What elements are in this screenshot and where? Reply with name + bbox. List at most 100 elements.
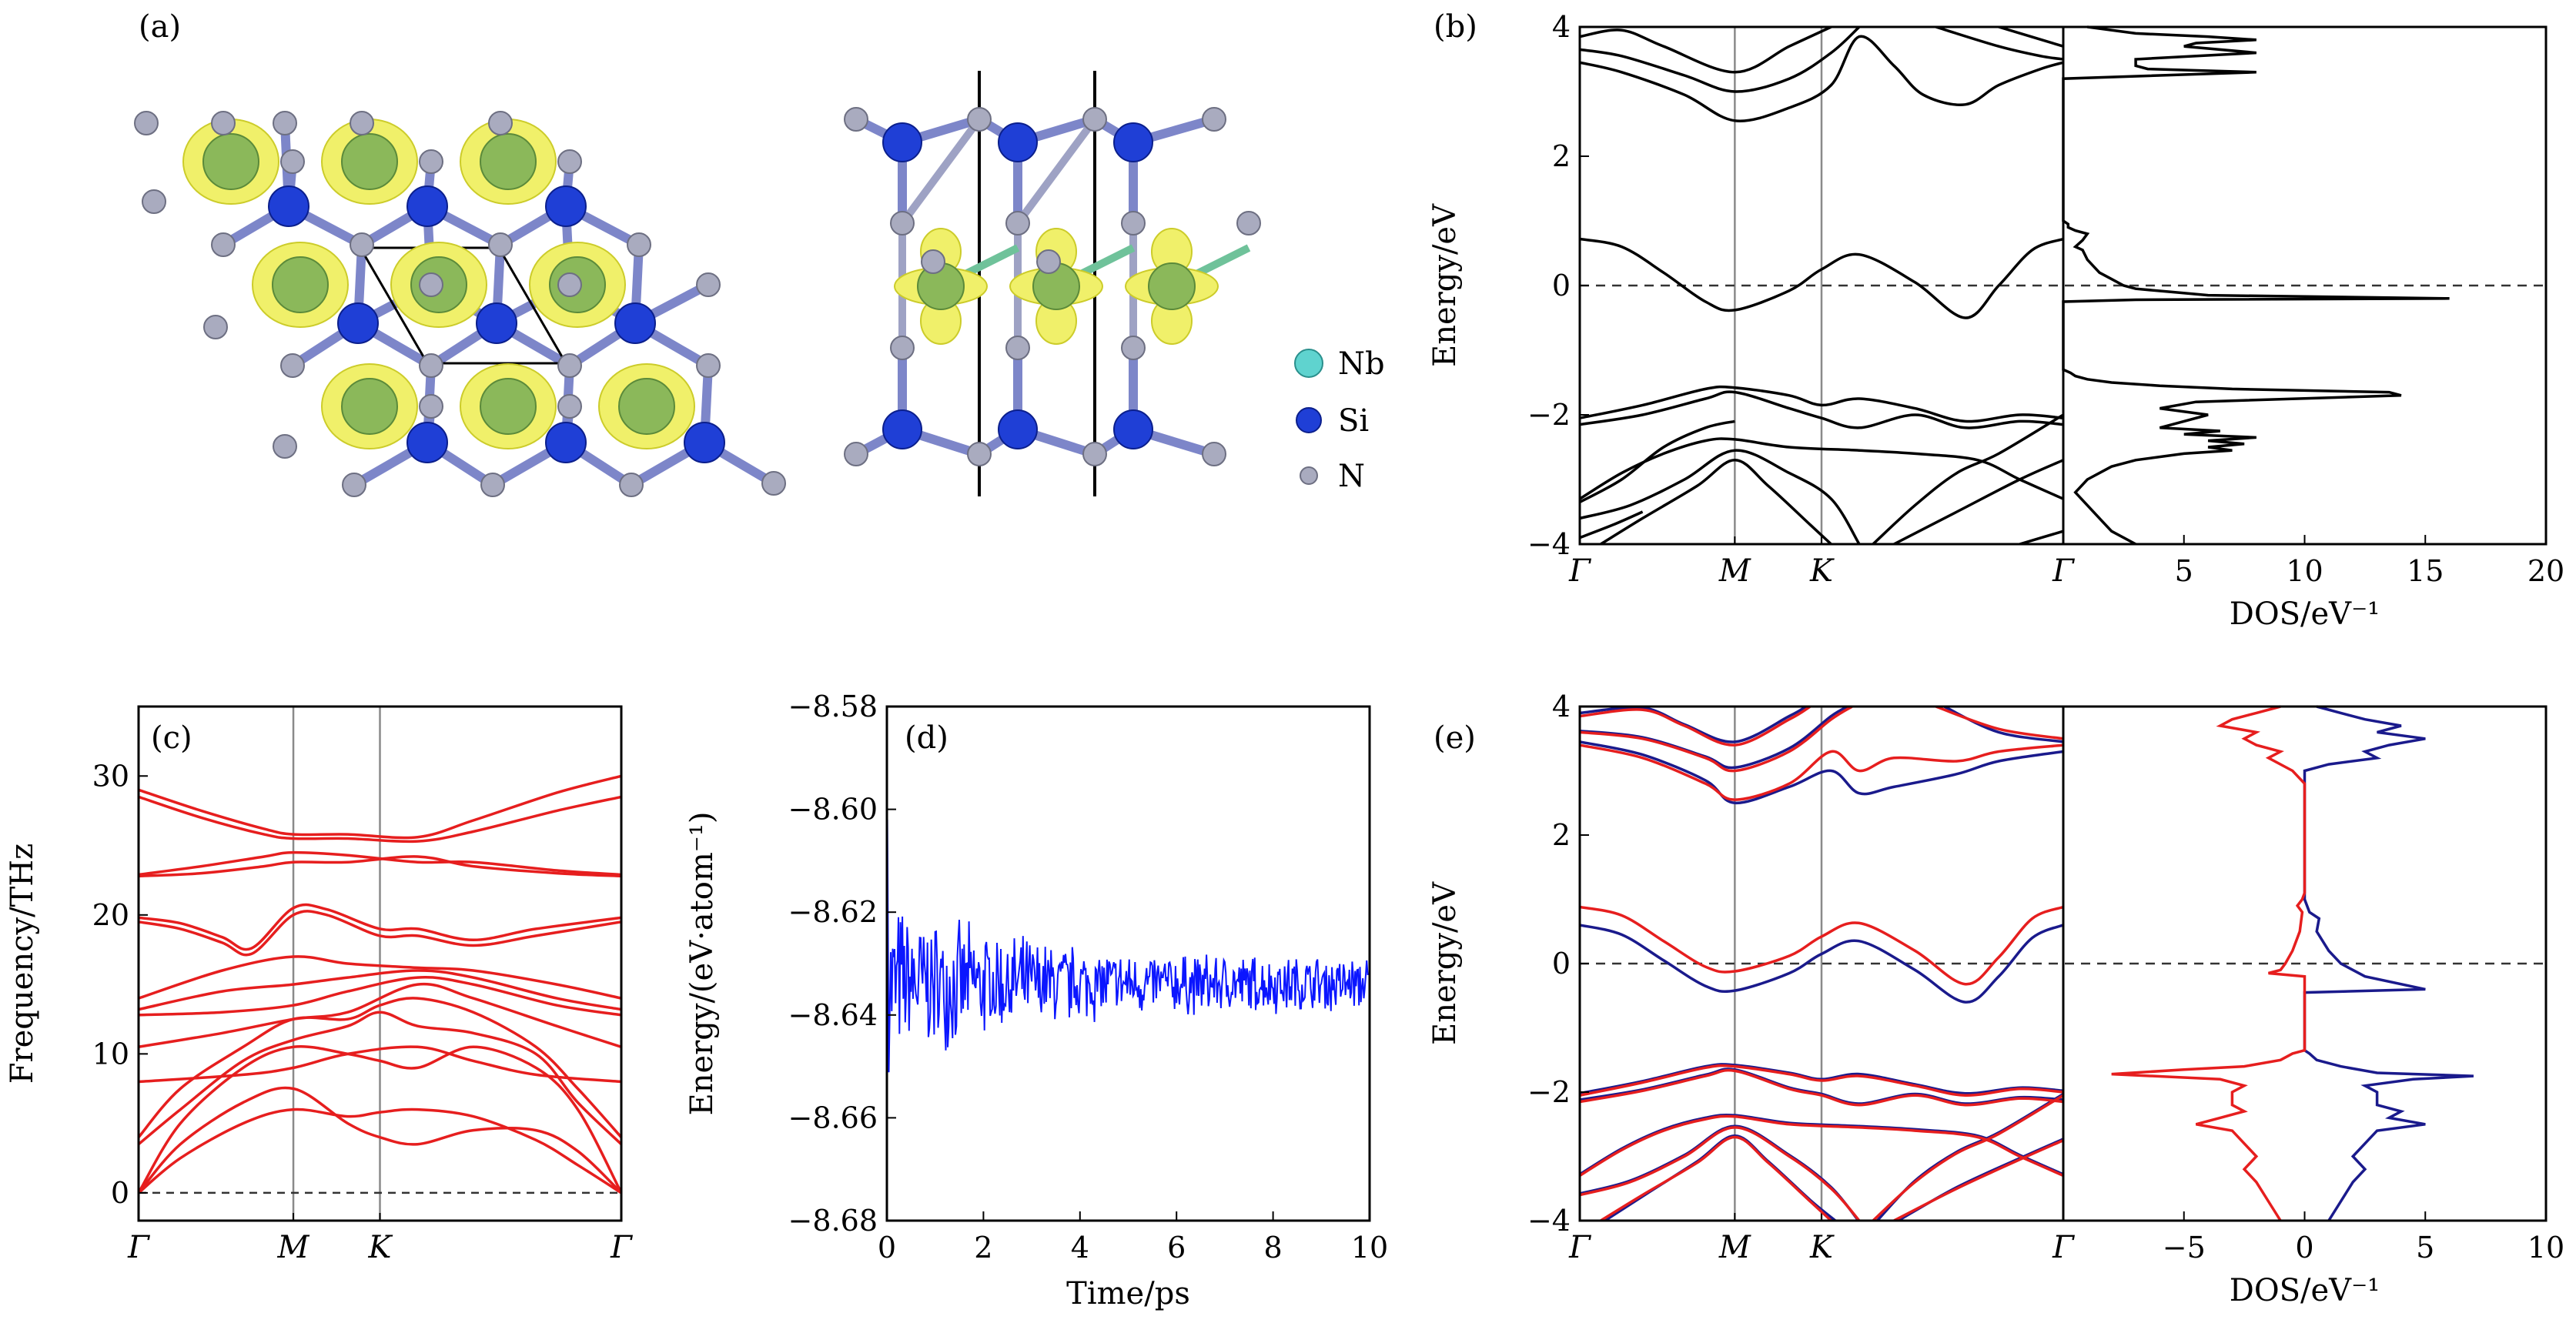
band-spin-up-5 [1580, 1064, 2064, 1097]
band-8 [1580, 437, 2064, 500]
legend-item-n: N [1300, 459, 1365, 494]
phonon-branch-4 [137, 997, 623, 1138]
panel-c-phonon: Γ M K Γ 0 10 20 30 Frequency/THz (c) [5, 705, 633, 1265]
side-n-atom-5 [1005, 211, 1030, 236]
band-13 [1893, 459, 2064, 544]
y-tick-label-3: 2 [1552, 818, 1571, 852]
phonon-y-axis-label: Frequency/THz [5, 844, 40, 1084]
kpoint-label-M: M [1718, 553, 1751, 589]
panel-c-phonon-dispersion: Γ M K Γ 0 10 20 30 Frequency/THz [5, 705, 633, 1265]
md-x-tick-label-5: 10 [1351, 1231, 1388, 1265]
md-x-tick-label-4: 8 [1264, 1231, 1283, 1265]
dos-spin-up-curve [2111, 705, 2307, 1221]
md-x-tick-label-2: 4 [1071, 1231, 1089, 1265]
si-atom-8 [684, 422, 725, 463]
band-spin-down-4 [1943, 707, 2064, 743]
kpoint-label-K: K [1809, 1230, 1835, 1265]
n-atom-18 [273, 434, 297, 459]
n-atom-14 [280, 353, 305, 378]
y-tick-label-0: −4 [1527, 1204, 1571, 1238]
band-y-axis-label: Energy/eV [1427, 881, 1463, 1045]
kpoint-label-Γ: Γ [127, 1230, 150, 1265]
md-frame [885, 705, 1371, 1222]
si-atom-3 [337, 302, 379, 344]
phonon-branch-11 [138, 903, 622, 951]
legend-label-n: N [1338, 459, 1365, 494]
y-tick-label-0: 0 [111, 1176, 129, 1210]
legend-swatch-si [1296, 407, 1322, 433]
kpoint-label-K: K [1809, 553, 1835, 589]
structure-top-view [134, 111, 786, 497]
n-atom-0 [211, 111, 236, 135]
panel-e-label: (e) [1434, 720, 1476, 756]
phonon-branch-9 [138, 955, 622, 1000]
dos-x-axis-label: DOS/eV⁻¹ [2230, 596, 2380, 632]
band-spin-up-3 [1580, 707, 1812, 747]
md-x-tick-label-1: 2 [974, 1231, 992, 1265]
side-n-atom-4 [890, 211, 915, 236]
n-atom-6 [557, 149, 582, 174]
structure-legend: Nb Si N [1294, 346, 1385, 494]
band-spin-up-0 [1580, 905, 2064, 986]
side-si-atom-4 [998, 409, 1038, 449]
legend-item-nb: Nb [1294, 346, 1385, 382]
band-3 [1580, 27, 1832, 74]
phonon-frame [137, 705, 623, 1222]
y-tick-label-0: −8.68 [788, 1204, 878, 1238]
panel-e-dos: −5 0 5 10 DOS/eV⁻¹ [2062, 705, 2564, 1308]
y-tick-label-0: −4 [1527, 527, 1571, 561]
side-n-atom-9 [1236, 211, 1261, 236]
dos-x-axis-label: DOS/eV⁻¹ [2230, 1273, 2380, 1308]
legend-label-nb: Nb [1338, 346, 1385, 382]
y-tick-label-2: 0 [1552, 269, 1571, 302]
band-spin-up-10 [1872, 1094, 2064, 1221]
n-atom-16 [557, 353, 582, 378]
side-n-atom-15 [1202, 442, 1226, 466]
side-n-atom-0 [844, 107, 868, 132]
dos-x-tick-label-0: 5 [2175, 554, 2193, 588]
nb-atom-6 [341, 378, 398, 435]
side-n-atom-13 [967, 442, 992, 466]
band-9 [1580, 449, 1861, 544]
n-atom-3 [142, 189, 166, 214]
n-atom-21 [342, 473, 366, 497]
kpoint-label-Γ: Γ [610, 1230, 633, 1265]
side-si-atom-3 [882, 409, 922, 449]
phonon-branch-3 [137, 1011, 623, 1146]
phonon-branch-10 [138, 910, 622, 957]
y-tick-label-5: −8.58 [788, 690, 878, 723]
y-tick-label-2: 20 [92, 898, 129, 932]
side-n-atom-3 [1202, 107, 1226, 132]
n-atom-27 [696, 272, 721, 297]
n-atom-23 [619, 473, 644, 497]
phonon-branch-1 [137, 1086, 623, 1194]
kpoint-label-M: M [1718, 1230, 1751, 1265]
phonon-branch-12 [138, 855, 622, 878]
n-atom-7 [211, 232, 236, 257]
band-10 [1600, 459, 1832, 544]
phonon-branch-2 [137, 1044, 623, 1194]
side-n-atom-7 [921, 249, 945, 274]
si-atom-7 [545, 422, 587, 463]
nb-atom-3 [272, 256, 329, 313]
phonon-branch-5 [138, 1045, 622, 1084]
y-tick-label-1: 10 [92, 1037, 129, 1071]
n-atom-12 [419, 272, 443, 297]
kpoint-label-Γ: Γ [2052, 553, 2075, 589]
n-atom-20 [557, 394, 582, 419]
phonon-branch-7 [138, 976, 622, 1017]
y-tick-label-2: −8.64 [788, 998, 878, 1032]
n-atom-15 [419, 353, 443, 378]
panel-d-md-energy: 0 2 4 6 8 10 Time/ps −8.68 −8.66 −8.64 −8.62 −8.60 −… [684, 690, 1388, 1311]
band-spin-down-0 [1580, 924, 2064, 1004]
band-6 [1580, 385, 2064, 423]
structure-side-view [844, 71, 1261, 496]
si-atom-5 [614, 302, 656, 344]
band-7 [1580, 390, 2064, 429]
side-n-atom-11 [1005, 336, 1030, 360]
band-lines [1580, 27, 2064, 544]
panel-b-label: (b) [1434, 9, 1477, 45]
dos-x-tick-label-3: 20 [2527, 554, 2564, 588]
